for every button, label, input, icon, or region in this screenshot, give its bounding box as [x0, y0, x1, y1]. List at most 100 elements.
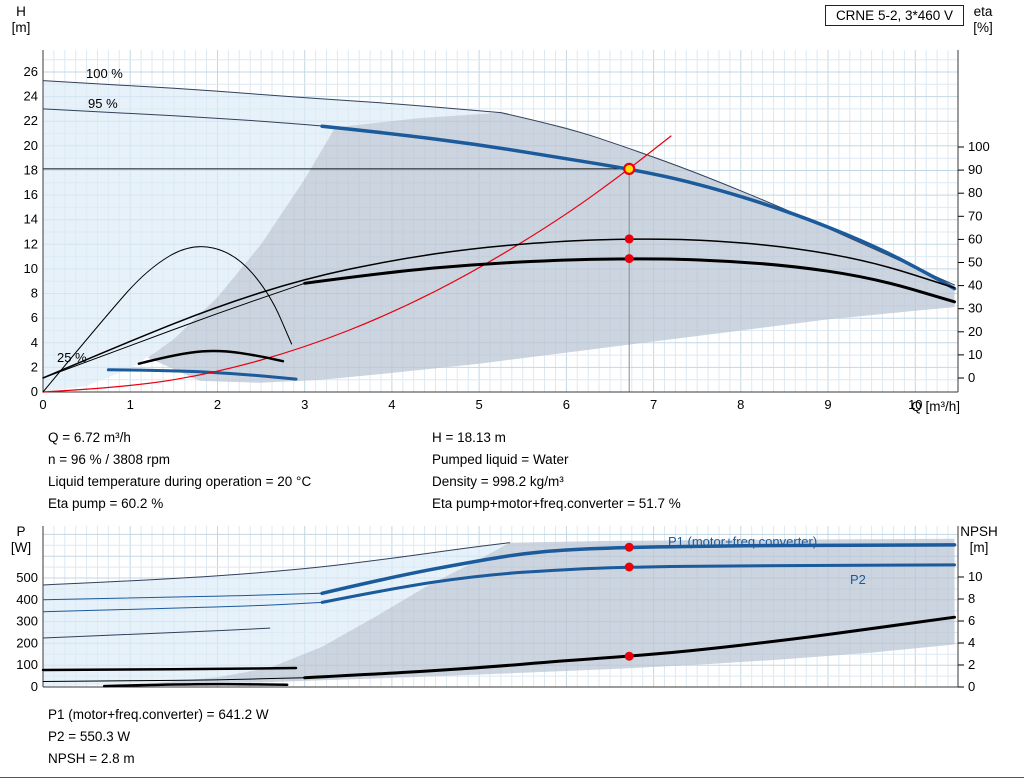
power-info-block: P1 (motor+freq.converter) = 641.2 W P2 =… — [48, 704, 269, 770]
info-line-speed: n = 96 % / 3808 rpm — [48, 452, 170, 467]
curve-label: P2 — [850, 572, 866, 587]
left-tick-label: 4 — [31, 335, 38, 350]
info-line-eta-pump: Eta pump = 60.2 % — [48, 496, 164, 511]
left-tick-label: 500 — [16, 570, 38, 585]
power-left-axis-title: P [W] — [2, 524, 40, 556]
x-tick-label: 2 — [214, 397, 221, 412]
right-tick-label: 30 — [968, 301, 982, 316]
right-tick-label: 40 — [968, 278, 982, 293]
p1-100pct-lead — [42, 542, 511, 586]
left-tick-label: 400 — [16, 592, 38, 607]
speed-curve-95pct — [42, 108, 336, 128]
h-axis-letter: H — [16, 4, 26, 19]
info-line-temperature: Liquid temperature during operation = 20… — [48, 474, 312, 489]
x-tick-label: 4 — [388, 397, 395, 412]
npsh-low-arc — [102, 682, 289, 688]
p-axis-unit: [W] — [10, 540, 32, 555]
speed-range-pale-area — [43, 80, 501, 392]
right-tick-label: 6 — [968, 613, 975, 628]
info-line-density: Density = 998.2 kg/m³ — [432, 474, 564, 489]
left-tick-label: 12 — [24, 236, 38, 251]
left-tick-label: 0 — [31, 384, 38, 399]
right-tick-label: 10 — [968, 347, 982, 362]
left-tick-label: 26 — [24, 64, 38, 79]
npsh-operating-point — [624, 651, 634, 661]
right-tick-label: 4 — [968, 635, 975, 650]
x-tick-label: 0 — [39, 397, 46, 412]
p1-operating-point — [624, 542, 634, 552]
envelope-top-100pct — [500, 112, 955, 286]
right-tick-label: 50 — [968, 255, 982, 270]
p2-lead — [42, 601, 323, 613]
x-tick-label: 9 — [824, 397, 831, 412]
npsh-lead — [42, 677, 306, 682]
curve-label: 25 % — [57, 350, 87, 365]
p2-curve — [320, 563, 956, 604]
left-tick-label: 18 — [24, 163, 38, 178]
left-tick-label: 100 — [16, 657, 38, 672]
power-right-axis-title: NPSH [m] — [946, 524, 1012, 556]
npsh-axis-letter: NPSH — [960, 524, 998, 539]
qh-curve-96pct — [320, 124, 957, 291]
p1-curve — [320, 543, 957, 596]
eta-total-low-speed — [137, 349, 285, 365]
qh-curve-25pct — [106, 368, 298, 381]
info-line-q: Q = 6.72 m³/h — [48, 430, 131, 445]
h-axis-unit: [m] — [11, 20, 31, 35]
left-tick-label: 20 — [24, 138, 38, 153]
eta-axis-unit: [%] — [973, 20, 993, 35]
duty-info-column-2: H = 18.13 m Pumped liquid = Water Densit… — [432, 427, 681, 515]
right-tick-label: 90 — [968, 162, 982, 177]
eta-axis-letter: eta — [973, 4, 993, 19]
right-tick-label: 20 — [968, 324, 982, 339]
p1-lead — [42, 592, 323, 601]
info-line-npsh: NPSH = 2.8 m — [48, 751, 135, 766]
left-tick-label: 24 — [24, 89, 38, 104]
duty-info-column-1: Q = 6.72 m³/h n = 96 % / 3808 rpm Liquid… — [48, 427, 311, 515]
p2-operating-point — [624, 562, 634, 572]
left-tick-label: 10 — [24, 261, 38, 276]
x-tick-label: 1 — [127, 397, 134, 412]
bottom-divider — [0, 777, 1024, 778]
right-tick-label: 80 — [968, 185, 982, 200]
right-tick-label: 60 — [968, 231, 982, 246]
qh-chart: 0246810121416182022242601020304050607080… — [24, 50, 990, 412]
eta-pump-operating-point — [624, 234, 634, 244]
eta-total-operating-point — [624, 254, 634, 264]
x-tick-label: 3 — [301, 397, 308, 412]
qh-right-axis-title: eta [%] — [956, 4, 1010, 36]
eta-curve-low-speed — [42, 246, 293, 393]
left-tick-label: 6 — [31, 310, 38, 325]
left-tick-label: 200 — [16, 635, 38, 650]
info-line-h: H = 18.13 m — [432, 430, 506, 445]
curve-label: 100 % — [86, 66, 123, 81]
operating-envelope-area — [147, 112, 955, 383]
x-tick-label: 10 — [908, 397, 922, 412]
x-tick-label: 5 — [475, 397, 482, 412]
p-min-line — [41, 666, 298, 672]
right-tick-label: 2 — [968, 657, 975, 672]
info-line-p1: P1 (motor+freq.converter) = 641.2 W — [48, 707, 269, 722]
curve-label: P1 (motor+freq.converter) — [668, 534, 817, 549]
left-tick-label: 2 — [31, 359, 38, 374]
curve-label: 95 % — [88, 96, 118, 111]
duty-point[interactable] — [623, 162, 636, 175]
p-axis-letter: P — [16, 524, 26, 539]
eta-pump-curve — [42, 238, 956, 379]
right-tick-label: 0 — [968, 679, 975, 694]
left-tick-label: 22 — [24, 113, 38, 128]
npsh-axis-unit: [m] — [969, 540, 989, 555]
info-line-liquid: Pumped liquid = Water — [432, 452, 569, 467]
x-tick-label: 6 — [563, 397, 570, 412]
right-tick-label: 10 — [968, 569, 982, 584]
plot-layer: 0246810121416182022242601020304050607080… — [24, 50, 990, 412]
power-chart: 0 100 200 300 400 500 0 2 4 6 8 10 P1 (motor+freq.co… — [16, 526, 982, 694]
plot-layer: 0 100 200 300 400 500 0 2 4 6 8 10 P1 (motor+freq.co… — [16, 526, 982, 694]
p-low-lead — [42, 627, 271, 639]
q-axis-label: Q [m³/h] — [911, 399, 960, 414]
system-curve — [42, 135, 672, 393]
qh-left-axis-title: H [m] — [2, 4, 40, 36]
x-tick-label: 7 — [650, 397, 657, 412]
info-line-p2: P2 = 550.3 W — [48, 729, 131, 744]
